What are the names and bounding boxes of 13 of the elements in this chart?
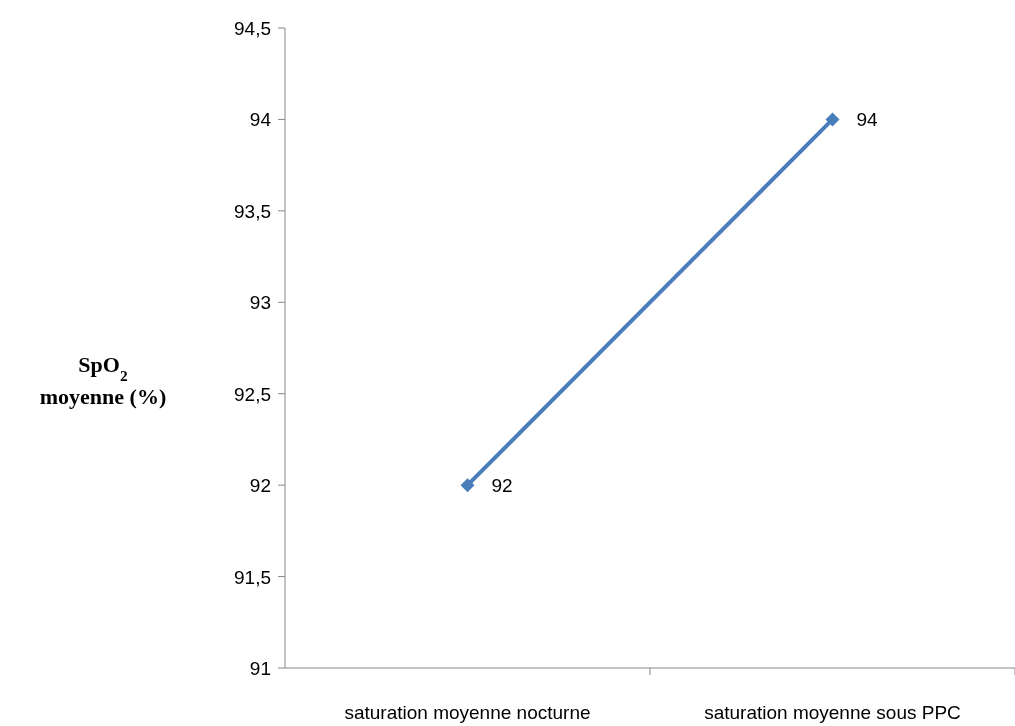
y-tick-label: 91: [249, 658, 271, 679]
y-tick-label: 94,5: [234, 18, 271, 39]
y-tick-label: 91,5: [234, 566, 271, 588]
data-label: 92: [491, 475, 513, 497]
y-tick-label: 93: [249, 292, 271, 314]
y-tick-label: 94: [249, 109, 272, 131]
y-tick-label: 92,5: [234, 383, 271, 405]
y-tick-label: 92: [249, 475, 271, 497]
data-label: 94: [856, 109, 879, 131]
x-tick-label: saturation moyenne nocturne: [344, 702, 591, 723]
x-tick-label: saturation moyenne sous PPC: [704, 702, 961, 723]
y-axis-title: SpO$_{2}$ moyenne (%): [39, 352, 167, 409]
y-tick-label: 93,5: [234, 200, 271, 222]
